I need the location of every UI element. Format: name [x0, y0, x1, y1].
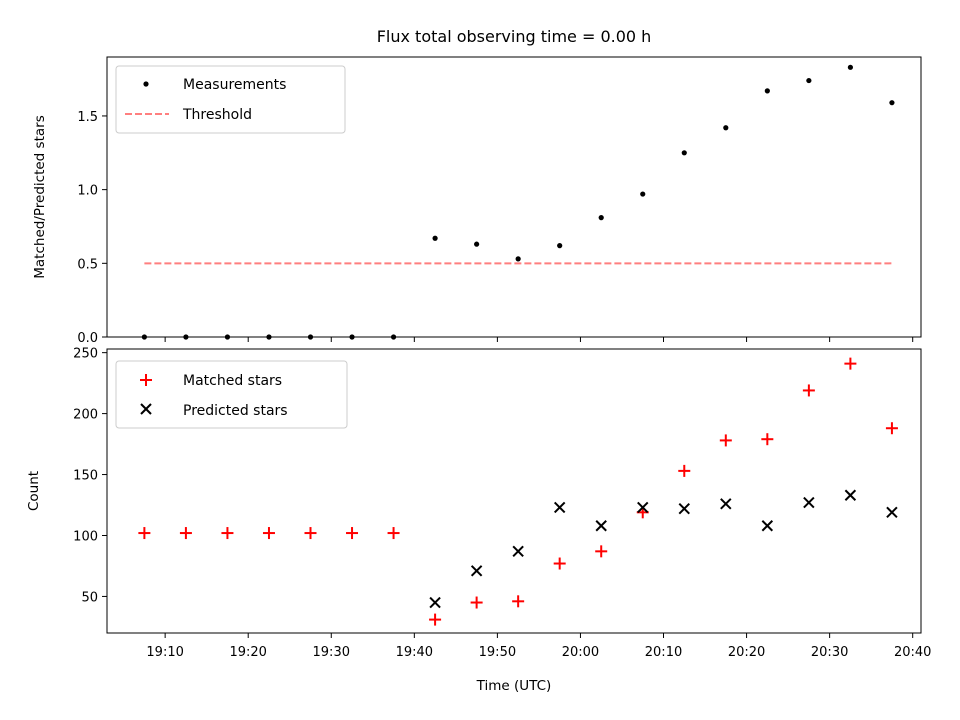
count-y-axis-label: Count	[26, 471, 42, 511]
ratio-axes-frame	[106, 56, 922, 338]
chart-title: Flux total observing time = 0.00 h	[377, 27, 652, 46]
predicted-star-point	[553, 501, 566, 514]
x-tick-label: 19:50	[479, 645, 516, 660]
predicted-star-point	[886, 506, 898, 519]
count-y-tick-label: 250	[73, 347, 98, 362]
x-tick-label: 20:10	[645, 645, 682, 660]
predicted-star-point	[429, 596, 441, 609]
matched-star-point	[262, 527, 275, 540]
matched-star-point	[678, 464, 691, 477]
ratio-y-tick-label: 0.0	[77, 331, 98, 346]
legend-threshold-label: Threshold	[182, 107, 252, 123]
count-y-tick-label: 50	[81, 590, 98, 605]
count-y-tick-label: 100	[73, 529, 98, 544]
ratio-y-tick-label: 1.0	[77, 184, 98, 199]
x-tick-label: 19:40	[396, 645, 433, 660]
ratio-x-ticks	[164, 337, 914, 342]
ratio-y-tick-label: 1.5	[77, 110, 98, 125]
legend-predicted-label: Predicted stars	[183, 403, 288, 419]
x-tick-label: 19:30	[313, 645, 350, 660]
matched-star-point	[470, 596, 483, 609]
x-tick-label: 19:20	[229, 645, 266, 660]
matched-star-point	[761, 433, 774, 446]
matched-star-point	[885, 422, 898, 435]
x-tick-label: 20:20	[728, 645, 765, 660]
ratio-y-tick-label: 0.5	[77, 257, 98, 272]
count-y-tick-label: 200	[73, 408, 98, 423]
predicted-star-point	[844, 489, 857, 501]
predicted-star-point	[512, 545, 524, 558]
measurement-point	[723, 125, 729, 131]
matched-star-point	[595, 545, 608, 558]
measurement-point	[764, 88, 770, 94]
count-legend-box	[115, 360, 348, 429]
x-tick-label: 19:10	[146, 645, 183, 660]
predicted-star-point	[595, 520, 607, 532]
legend-measurements-label: Measurements	[183, 77, 286, 93]
matched-star-point	[719, 434, 732, 447]
count-marks	[138, 357, 898, 626]
measurement-point	[432, 235, 438, 241]
ratio-panel: 0.0 0.5 1.0 1.5 Matched/Predicted stars Mea…	[32, 56, 922, 346]
predicted-star-point	[803, 496, 815, 509]
count-x-ticks: 19:10 19:20 19:30 19:40 19:50 20:00 20:10 20:20…	[146, 633, 931, 660]
x-axis-label: Time (UTC)	[476, 678, 552, 694]
measurement-point	[640, 191, 646, 197]
measurement-point	[598, 215, 604, 221]
matched-star-point	[429, 613, 442, 626]
matched-star-point	[512, 595, 525, 608]
matched-star-point	[844, 357, 857, 370]
x-tick-label: 20:00	[562, 645, 599, 660]
count-axes-frame	[106, 348, 922, 634]
legend-measurements-marker	[143, 81, 149, 87]
x-tick-label: 20:30	[811, 645, 848, 660]
matched-star-point	[179, 527, 192, 540]
legend-matched-marker	[140, 374, 152, 386]
ratio-y-axis-label: Matched/Predicted stars	[32, 115, 48, 278]
predicted-star-point	[720, 498, 732, 510]
ratio-y-ticks: 0.0 0.5 1.0 1.5	[77, 110, 107, 346]
measurement-point	[806, 77, 812, 84]
measurement-point	[474, 241, 480, 247]
measurement-point	[515, 256, 521, 262]
matched-star-point	[346, 527, 359, 540]
predicted-star-point	[761, 520, 774, 532]
ratio-legend: Measurements Threshold	[115, 65, 346, 134]
ratio-legend-box	[115, 65, 346, 134]
matched-star-point	[304, 527, 317, 540]
matched-star-point	[138, 527, 151, 540]
measurement-point	[847, 64, 853, 70]
matched-star-point	[553, 557, 566, 570]
matched-star-point	[802, 384, 815, 397]
measurement-point	[557, 243, 563, 249]
count-panel: 50 100 150 200 250 19:10 19:20 19:30 19:40 19:50…	[26, 347, 931, 694]
count-y-ticks: 50 100 150 200 250	[73, 347, 107, 605]
legend-matched-label: Matched stars	[183, 373, 282, 389]
measurement-point	[681, 150, 687, 156]
matched-star-point	[387, 527, 400, 540]
predicted-star-point	[637, 501, 649, 514]
measurement-point	[889, 100, 895, 106]
legend-predicted-marker	[140, 403, 152, 415]
predicted-star-point	[470, 565, 483, 577]
count-y-tick-label: 150	[73, 469, 98, 484]
predicted-star-point	[678, 502, 690, 515]
matched-star-point	[221, 527, 234, 540]
count-legend: Matched stars Predicted stars	[115, 360, 348, 429]
x-tick-label: 20:40	[894, 645, 931, 660]
